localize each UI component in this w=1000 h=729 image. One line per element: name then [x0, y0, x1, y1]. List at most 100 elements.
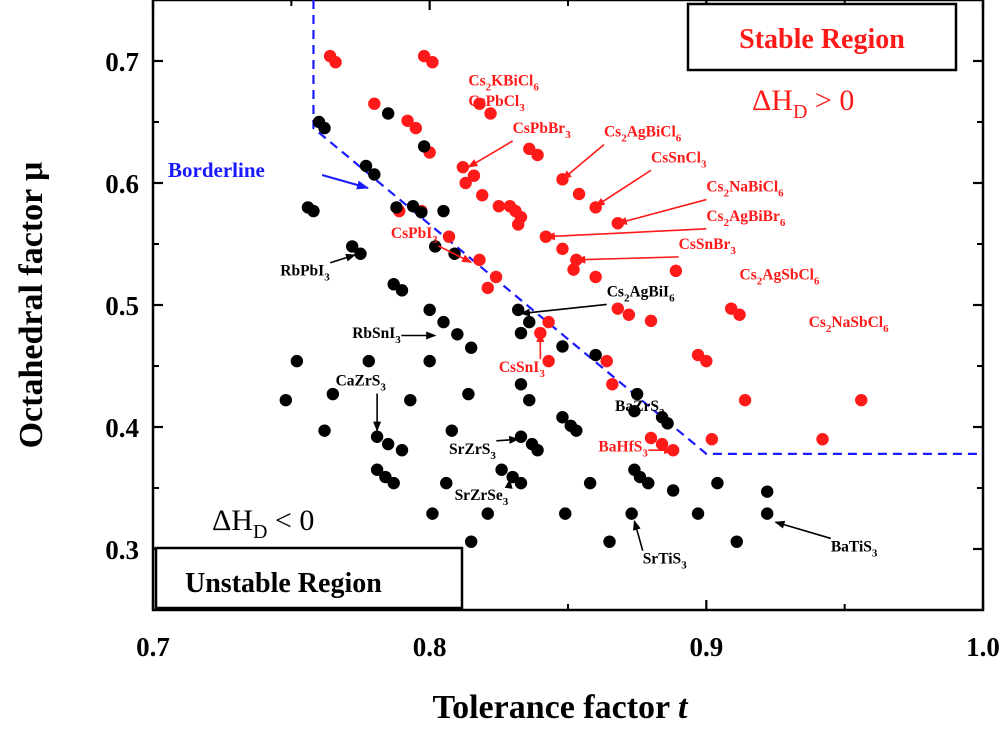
annotation-arrow: [504, 478, 513, 489]
data-point-black: [514, 326, 528, 340]
data-point-red: [512, 218, 525, 231]
borderline-layer: [312, 0, 983, 455]
data-point-black: [362, 354, 375, 368]
annotation-arrow: [594, 169, 652, 207]
data-point-red: [855, 393, 868, 407]
compound-label: SrTiS3: [643, 551, 688, 572]
data-point-black: [625, 507, 638, 520]
data-point-black: [318, 121, 331, 135]
data-point-black: [307, 204, 320, 218]
borderline-line: [312, 0, 983, 455]
data-point-black: [462, 387, 475, 401]
data-point-red: [442, 230, 456, 243]
data-point-red: [622, 308, 636, 321]
data-point-red: [426, 56, 439, 69]
data-point-black: [445, 424, 458, 437]
data-point-red: [572, 187, 586, 201]
annotation-arrow: [519, 303, 607, 317]
unstable-dh-label: ΔHD < 0: [212, 504, 314, 543]
compound-label: BaZrS3: [615, 398, 665, 419]
y-tick-label: 0.5: [105, 291, 139, 321]
data-point-black: [381, 107, 395, 120]
x-tick-label: 1.0: [966, 632, 1000, 662]
data-point-red: [606, 378, 619, 391]
annotation-arrow: [496, 435, 520, 444]
borderline-arrow: [321, 174, 369, 190]
data-point-black: [514, 378, 528, 391]
annotation-arrow: [575, 255, 679, 264]
y-tick-label: 0.4: [105, 413, 139, 443]
axes-layer: 0.7 0.8 0.9 1.0 0.3 0.4 0.5 0.6 0.7: [105, 0, 1000, 662]
annotation-arrow: [329, 253, 356, 264]
data-point-black: [666, 484, 680, 497]
data-point-black: [426, 507, 439, 520]
data-point-black: [404, 393, 417, 407]
unstable-region-label: Unstable Region: [185, 568, 382, 599]
annotation-arrow: [467, 140, 514, 168]
compound-label: Cs2NaSbCl6: [809, 314, 889, 335]
data-point-black: [437, 315, 450, 329]
data-point-black: [523, 315, 536, 329]
stable-region-label: Stable Region: [739, 24, 905, 55]
data-point-red: [556, 242, 569, 256]
data-point-black: [556, 411, 569, 424]
data-point-red: [492, 199, 506, 213]
compound-label: Cs2NaBiCl6: [706, 179, 784, 200]
data-point-red: [329, 56, 342, 69]
data-point-black: [437, 204, 450, 218]
x-axis-title-text: Tolerance factor: [433, 689, 671, 724]
data-point-black: [354, 247, 367, 260]
data-point-black: [603, 535, 616, 548]
data-point-red: [669, 264, 683, 278]
compound-label: Cs2AgBiI6: [607, 283, 675, 304]
compound-label: CaZrS3: [336, 373, 387, 394]
data-point-black: [495, 463, 508, 476]
data-point-red: [489, 270, 503, 284]
data-point-red: [456, 160, 470, 174]
data-point-black: [346, 240, 359, 253]
x-tick-label: 0.9: [689, 632, 723, 662]
annotation-arrow: [544, 228, 707, 241]
stable-region-box: Stable Region: [686, 2, 958, 72]
data-point-black: [381, 437, 395, 451]
compound-label: CsPbBr3: [513, 120, 572, 141]
compound-label: CsPbI3: [391, 225, 438, 246]
data-point-black: [440, 476, 453, 490]
data-point-black: [415, 206, 428, 219]
data-point-red: [705, 433, 719, 446]
data-point-red: [738, 393, 752, 407]
x-axis-title-var: t: [678, 689, 689, 724]
data-point-black: [326, 387, 340, 401]
compound-label: BaTiS3: [831, 538, 878, 559]
data-point-red: [476, 189, 489, 202]
data-point-black: [464, 341, 478, 354]
data-point-black: [318, 424, 331, 437]
unstable-dh-rel: < 0: [267, 504, 314, 537]
data-point-red: [473, 97, 486, 110]
x-tick-label: 0.8: [413, 632, 447, 662]
data-point-red: [589, 270, 602, 284]
compound-label: SrZrS3: [449, 441, 496, 462]
data-point-red: [816, 433, 829, 446]
data-point-black: [279, 393, 292, 407]
annotation-arrow: [437, 245, 473, 264]
borderline-label: Borderline: [168, 158, 265, 182]
data-point-red: [542, 354, 555, 368]
data-points-layer: [279, 49, 868, 548]
data-point-black: [711, 476, 724, 490]
data-point-red: [611, 302, 624, 315]
stable-dh-label: ΔHD > 0: [752, 84, 854, 123]
data-point-black: [464, 535, 478, 548]
data-point-red: [401, 114, 414, 127]
data-point-black: [589, 348, 602, 362]
data-point-black: [556, 340, 569, 353]
data-point-black: [290, 354, 304, 368]
data-point-black: [429, 240, 442, 253]
data-point-red: [368, 97, 381, 110]
data-point-red: [473, 253, 486, 267]
data-point-black: [583, 476, 597, 490]
data-point-black: [370, 430, 384, 443]
data-point-red: [655, 437, 669, 451]
data-point-red: [481, 281, 494, 295]
